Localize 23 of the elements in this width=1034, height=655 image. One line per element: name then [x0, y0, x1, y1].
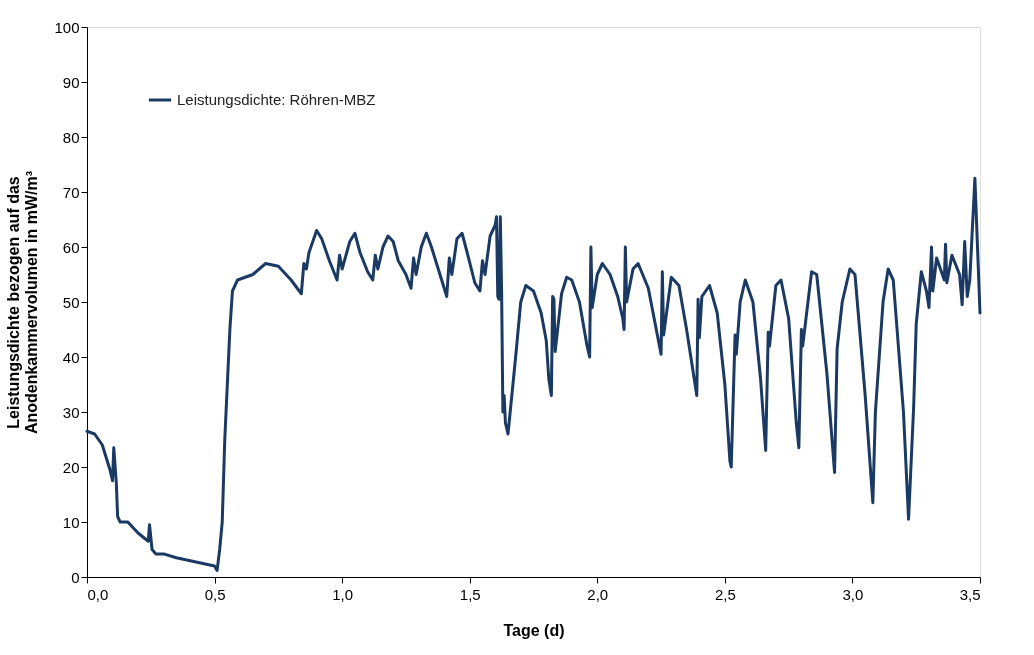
line-series	[85, 176, 982, 572]
x-tick-label: 1,5	[459, 585, 481, 603]
y-tick-label: 0	[71, 568, 80, 586]
x-tick-label: 2,5	[714, 585, 736, 603]
x-tick-label: 3,5	[959, 585, 981, 603]
y-tick-label: 30	[62, 403, 80, 421]
y-tick-label: 60	[62, 238, 80, 256]
x-tick-label: 0,5	[204, 585, 226, 603]
y-tick-label: 100	[54, 18, 80, 36]
x-tick-label: 1,0	[332, 585, 354, 603]
y-tick-label: 50	[62, 293, 80, 311]
y-tick-label: 80	[62, 128, 80, 146]
y-tick-label: 70	[62, 183, 80, 201]
y-tick-label: 40	[62, 348, 80, 366]
y-tick-label: 90	[62, 73, 80, 91]
x-axis-title: Tage (d)	[503, 621, 565, 639]
x-tick-label: 2,0	[587, 585, 609, 603]
legend-label: Leistungsdichte: Röhren-MBZ	[177, 91, 376, 108]
x-tick-label: 3,0	[842, 585, 864, 603]
y-tick-label: 10	[62, 513, 80, 531]
y-axis-title: Leistungsdichte bezogen auf das Anodenkammervolumen in mW/m³	[5, 170, 41, 435]
y-tick-label: 20	[62, 458, 80, 476]
x-tick-label: 0,0	[87, 585, 109, 603]
